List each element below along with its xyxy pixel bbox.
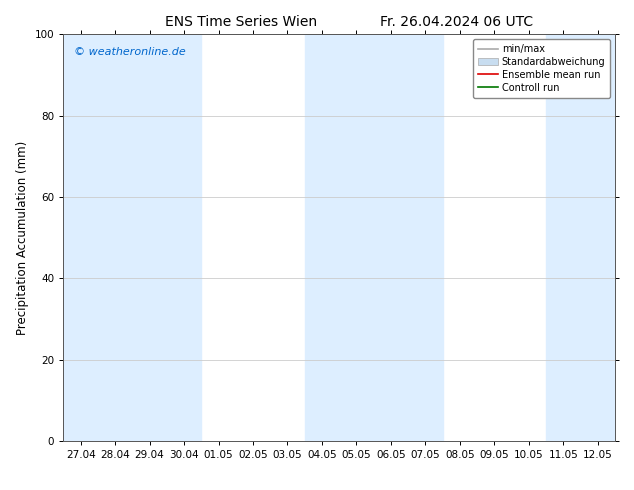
Y-axis label: Precipitation Accumulation (mm): Precipitation Accumulation (mm) xyxy=(16,141,29,335)
Text: ENS Time Series Wien: ENS Time Series Wien xyxy=(165,15,317,29)
Bar xyxy=(63,34,133,441)
Bar xyxy=(133,34,202,441)
Text: © weatheronline.de: © weatheronline.de xyxy=(74,47,186,56)
Legend: min/max, Standardabweichung, Ensemble mean run, Controll run: min/max, Standardabweichung, Ensemble me… xyxy=(474,39,610,98)
Text: Fr. 26.04.2024 06 UTC: Fr. 26.04.2024 06 UTC xyxy=(380,15,533,29)
Bar xyxy=(305,34,373,441)
Bar xyxy=(546,34,615,441)
Bar xyxy=(373,34,443,441)
